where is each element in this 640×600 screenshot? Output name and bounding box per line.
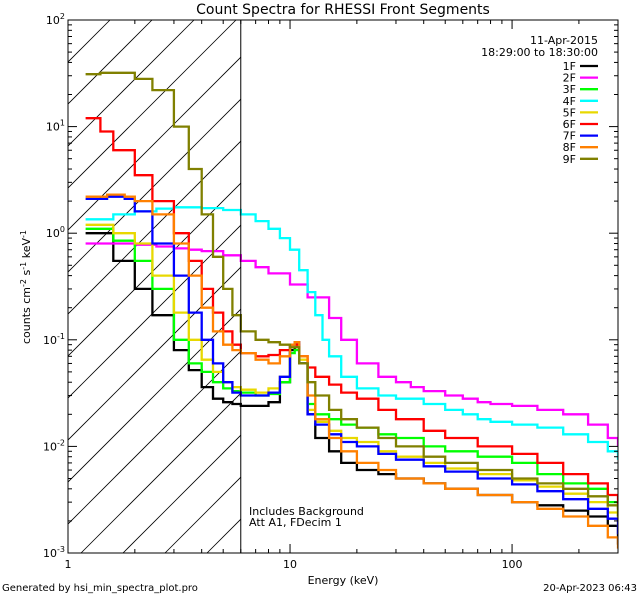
series-line-9f: [85, 71, 618, 517]
series-line-1f: [85, 232, 618, 545]
hatch-line: [68, 20, 195, 147]
y-tick-label: 10-1: [43, 332, 65, 347]
y-tick-label: 100: [46, 225, 65, 240]
hatch-line: [68, 350, 241, 525]
note-background: Includes Background: [249, 505, 364, 518]
legend-label-4f: 4F: [563, 95, 576, 108]
hatch-lines: [68, 20, 241, 553]
hatch-line: [68, 224, 241, 399]
hatch-line: [68, 266, 241, 441]
date-label: 11-Apr-2015: [530, 34, 598, 47]
x-axis-label: Energy (keV): [308, 574, 379, 587]
hatch-line: [68, 308, 241, 483]
y-tick-label: 10-2: [43, 438, 65, 453]
note-attenuator: Att A1, FDecim 1: [249, 516, 342, 529]
footer-timestamp: 20-Apr-2023 06:43: [543, 583, 637, 594]
shaded-region: [68, 20, 241, 553]
chart-title: Count Spectra for RHESSI Front Segments: [196, 2, 490, 18]
y-tick-label: 101: [46, 119, 65, 134]
y-tick-label: 10-3: [43, 545, 65, 560]
series-line-8f: [85, 193, 618, 549]
legend-label-1f: 1F: [563, 60, 576, 73]
hatch-line: [68, 98, 241, 273]
hatch-line: [68, 182, 241, 357]
time-range-label: 18:29:00 to 18:30:00: [481, 46, 598, 59]
legend-label-7f: 7F: [563, 130, 576, 143]
hatch-line: [68, 20, 69, 21]
hatch-line: [68, 140, 241, 315]
plot-frame: [67, 19, 619, 554]
legend-label-9f: 9F: [563, 153, 576, 166]
series-line-3f: [85, 227, 618, 517]
series-line-2f: [85, 242, 618, 447]
legend-label-3f: 3F: [563, 83, 576, 96]
y-tick-label: 102: [46, 12, 65, 27]
series-line-4f: [85, 206, 618, 460]
legend-label-5f: 5F: [563, 106, 576, 119]
x-tick-label: 1: [65, 558, 72, 571]
legend-label-8f: 8F: [563, 141, 576, 154]
hatch-line: [68, 20, 111, 63]
x-tick-label: 100: [502, 558, 523, 571]
hatch-line: [68, 20, 237, 189]
x-tick-label: 10: [283, 558, 297, 571]
hatch-line: [68, 56, 241, 231]
axes: 1 10 100 10-3 10-2 10-1 100 101 102: [43, 12, 619, 571]
footer-generated-by: Generated by hsi_min_spectra_plot.pro: [2, 583, 198, 594]
legend-label-2f: 2F: [563, 72, 576, 85]
hatch-line: [80, 392, 241, 553]
legend-label-6f: 6F: [563, 118, 576, 131]
hatch-line: [122, 434, 241, 553]
series-lines: [85, 71, 618, 549]
y-axis-label: counts cm-2 s-1 keV-1: [19, 230, 33, 344]
